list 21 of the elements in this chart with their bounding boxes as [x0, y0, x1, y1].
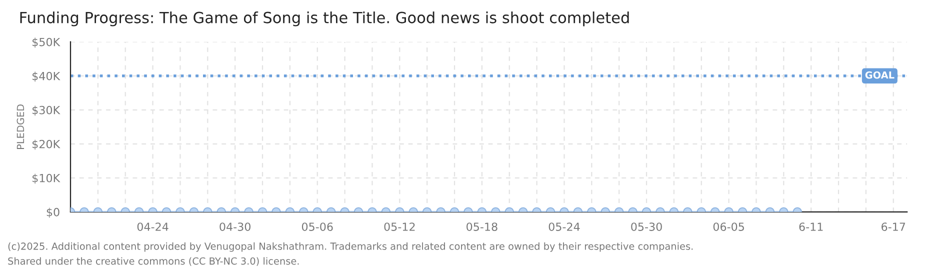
- x-tick-label: 6-17: [882, 222, 906, 231]
- x-tick-label: 6-11: [799, 222, 823, 231]
- y-axis-title: PLEDGED: [16, 104, 24, 149]
- text: Shared under the creative commons (CC BY-NC 3.0) license.: [8, 257, 299, 266]
- x-tick-label: 05-12: [384, 222, 415, 231]
- y-tick-label: $20K: [32, 140, 60, 150]
- x-tick-label: 05-06: [302, 222, 333, 231]
- x-tick-label: 04-30: [220, 222, 250, 231]
- y-tick-label: $10K: [32, 174, 60, 184]
- x-tick-label: 06-05: [713, 222, 744, 231]
- y-tick-label: $0: [46, 208, 60, 218]
- y-tick-label: $40K: [32, 72, 60, 82]
- x-tick-label: 05-18: [466, 222, 498, 231]
- y-tick-label: $30K: [32, 106, 60, 116]
- x-tick-label: 05-24: [548, 222, 580, 231]
- text: (c)2025. Additional content provided by Venugopal Nakshathram. Trademarks and related content are owned by their respective companies.: [8, 242, 693, 252]
- x-tick-label: 04-24: [137, 222, 168, 231]
- y-tick-label: $50K: [32, 38, 60, 48]
- ref-line-label: GOAL: [865, 71, 894, 79]
- chart-title: Funding Progress: The Game of Song is the Title. Good news is shoot completed: [20, 12, 629, 26]
- x-tick-label: 05-30: [631, 222, 662, 231]
